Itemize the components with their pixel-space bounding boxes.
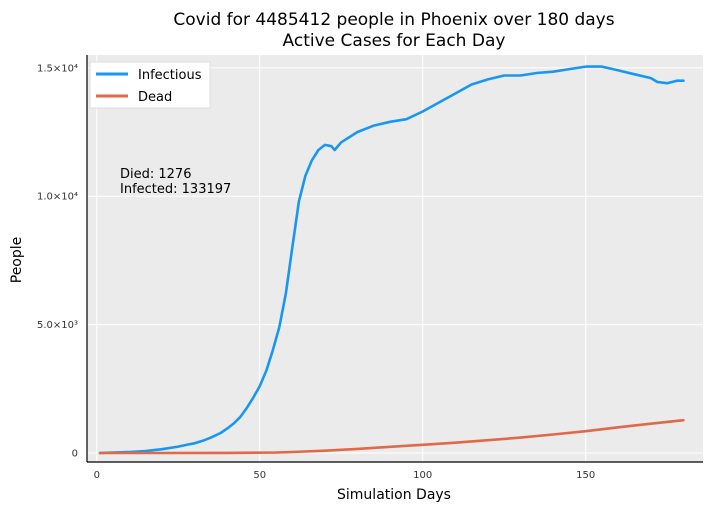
chart-subtitle: Active Cases for Each Day [283,31,506,51]
axes [86,55,703,463]
y-axis-label: People [9,237,25,284]
x-tick-label-0: 0 [94,470,100,481]
annotation-died: Died: 1276 [120,167,191,182]
x-tick-label-2: 100 [413,470,432,481]
x-tick-label-3: 150 [576,470,595,481]
x-tick-label-1: 50 [253,470,266,481]
tick-labels: 0 50 100 150 0 5.0×10³ 1.0×10⁴ 1.5×10⁴ [37,63,595,481]
legend: Infectious Dead [89,61,211,109]
annotation-infected: Infected: 133197 [120,182,231,197]
legend-label-dead: Dead [138,90,172,105]
plot-area [87,55,703,462]
chart-title: Covid for 4485412 people in Phoenix over… [173,10,614,30]
y-tick-label-3: 1.5×10⁴ [37,63,78,74]
y-tick-label-1: 5.0×10³ [37,320,78,331]
y-tick-label-2: 1.0×10⁴ [37,192,78,203]
y-tick-label-0: 0 [72,449,78,460]
series-line-dead [98,418,685,455]
series-line-infectious [98,65,685,455]
x-axis-label: Simulation Days [337,487,451,503]
legend-label-infectious: Infectious [138,68,202,83]
legend-box [89,61,211,109]
series-layer [98,65,685,455]
